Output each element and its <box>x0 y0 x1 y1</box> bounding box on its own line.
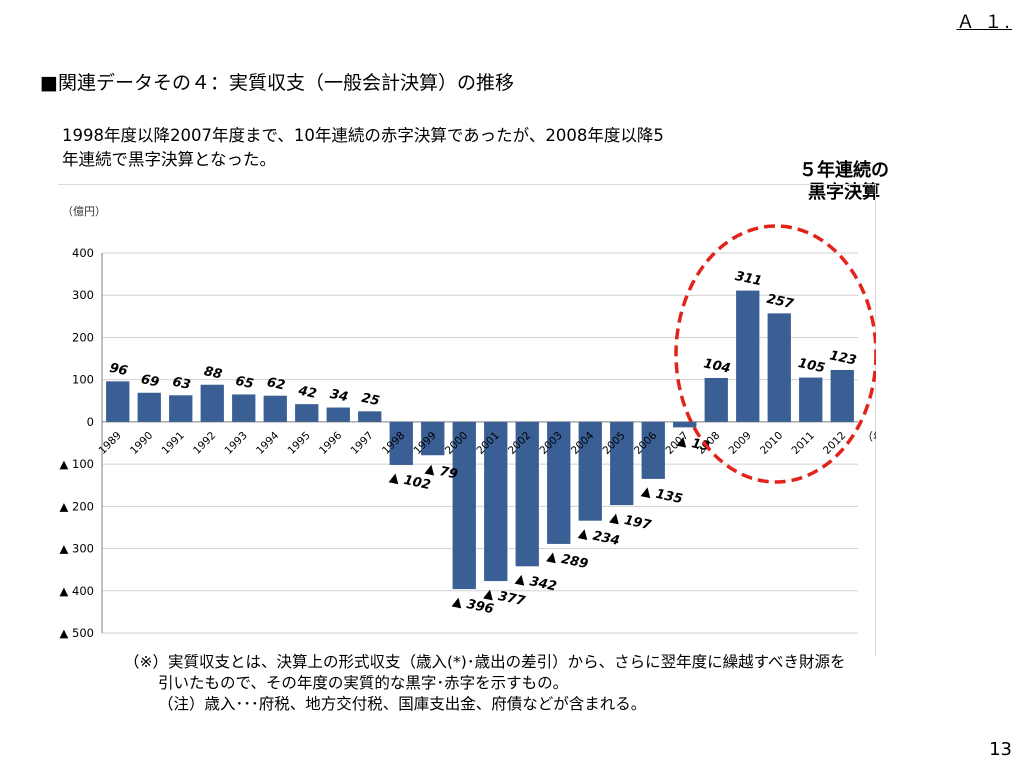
callout-line-2: 黒字決算 <box>808 182 880 203</box>
data-label: ▲ 135 <box>640 484 684 507</box>
x-tick-label: 1992 <box>191 430 218 457</box>
bar-2010 <box>767 313 791 422</box>
chart-panel: （億円） 400 300 200 100 0 ▲ 100 ▲ 200 ▲ 300 ▲ 400 ▲ 5… <box>58 184 876 656</box>
x-tick-label: 1991 <box>159 430 186 457</box>
bar-1997 <box>358 411 382 422</box>
y-tick-label: ▲ 200 <box>60 499 94 513</box>
footnote-line-1: （※）実質収支とは、決算上の形式収支（歳入(*)･歳出の差引）から、さらに翌年度… <box>124 653 846 671</box>
bar-1990 <box>137 392 161 422</box>
x-axis-unit-label: （年度） <box>862 429 876 443</box>
bar-1994 <box>263 395 287 422</box>
callout-line-1: ５年連続の <box>799 160 889 181</box>
bar-1998 <box>389 421 413 465</box>
intro-text: 1998年度以降2007年度まで、10年連続の赤字決算であったが、2008年度以… <box>62 124 664 172</box>
data-label: ▲ 197 <box>609 510 654 534</box>
balance-bar-chart: （億円） 400 300 200 100 0 ▲ 100 ▲ 200 ▲ 300 ▲ 400 ▲ 5… <box>60 205 876 640</box>
data-label: 62 <box>266 375 287 393</box>
bar-2002 <box>515 421 539 567</box>
footnote-line-3: （注）歳入･･･府税、地方交付税、国庫支出金、府債などが含まれる。 <box>158 695 647 713</box>
data-label: 105 <box>797 356 827 376</box>
data-label: 34 <box>329 387 350 405</box>
bar-1989 <box>106 381 130 422</box>
data-label: ▲ 79 <box>424 461 459 482</box>
y-tick-label: ▲ 400 <box>60 584 94 598</box>
data-label: 96 <box>108 361 129 379</box>
bar-1993 <box>232 394 256 422</box>
bar-2004 <box>578 421 602 521</box>
data-label: 65 <box>234 374 255 392</box>
bar-2005 <box>610 421 634 506</box>
data-label: 69 <box>140 372 161 390</box>
y-tick-label: ▲ 100 <box>60 457 94 471</box>
data-label: 42 <box>296 383 318 402</box>
bar-1992 <box>200 384 224 422</box>
x-tick-label: 2009 <box>726 430 753 457</box>
page-title: ■関連データその４：実質収支（一般会計決算）の推移 <box>40 72 514 94</box>
intro-line-2: 年連続で黒字決算となった。 <box>62 150 277 169</box>
bar-2006 <box>641 421 665 479</box>
page-number: 13 <box>989 739 1012 760</box>
bar-2001 <box>484 421 508 582</box>
y-tick-label: 400 <box>72 246 94 260</box>
bar-2011 <box>799 377 823 422</box>
y-tick-label: 200 <box>72 330 94 344</box>
bar-2009 <box>736 290 760 422</box>
footnote: （※）実質収支とは、決算上の形式収支（歳入(*)･歳出の差引）から、さらに翌年度… <box>124 652 846 715</box>
data-label: 123 <box>828 348 858 368</box>
bar-2007 <box>673 421 697 428</box>
footnote-line-2: 引いたもので、その年度の実質的な黒字･赤字を示すもの。 <box>158 674 569 692</box>
surplus-callout: ５年連続の 黒字決算 <box>786 160 902 204</box>
bar-1995 <box>295 404 319 422</box>
y-tick-label: ▲ 500 <box>60 626 94 640</box>
intro-line-1: 1998年度以降2007年度まで、10年連続の赤字決算であったが、2008年度以… <box>62 126 664 145</box>
x-tick-label: 2011 <box>789 430 816 457</box>
x-tick-label: 1997 <box>348 430 375 457</box>
x-tick-label: 1994 <box>254 429 282 457</box>
data-label: 104 <box>702 356 732 376</box>
x-tick-label: 2012 <box>821 430 848 457</box>
data-label: 311 <box>734 269 764 289</box>
bar-2008 <box>704 377 728 422</box>
y-tick-label: 100 <box>72 373 94 387</box>
data-label: 257 <box>765 292 796 313</box>
surplus-highlight-ellipse <box>674 224 876 484</box>
bar-2003 <box>547 421 571 544</box>
x-tick-label: 2010 <box>758 430 785 457</box>
bar-2000 <box>452 421 476 590</box>
y-tick-label: 300 <box>72 288 94 302</box>
data-label: ▲ 234 <box>577 526 621 549</box>
x-tick-label: 1990 <box>128 430 155 457</box>
y-tick-label: ▲ 300 <box>60 542 94 556</box>
bar-1999 <box>421 421 445 456</box>
bar-1991 <box>169 395 193 422</box>
data-label: ▲ 289 <box>546 549 590 572</box>
x-tick-label: 1989 <box>96 430 123 457</box>
x-tick-label: 1993 <box>222 430 249 457</box>
data-label: 25 <box>360 391 381 409</box>
y-tick-label: 0 <box>87 415 94 429</box>
slide-id-label: Ａ １. <box>956 12 1012 33</box>
bar-1996 <box>326 407 350 422</box>
x-tick-label: 1996 <box>317 429 345 457</box>
data-label: 88 <box>203 364 224 382</box>
data-label: 63 <box>171 375 192 393</box>
y-axis-unit-label: （億円） <box>62 205 106 218</box>
data-label: ▲ 13 <box>676 433 711 454</box>
bar-2012 <box>830 369 854 422</box>
x-tick-label: 1995 <box>285 430 312 457</box>
